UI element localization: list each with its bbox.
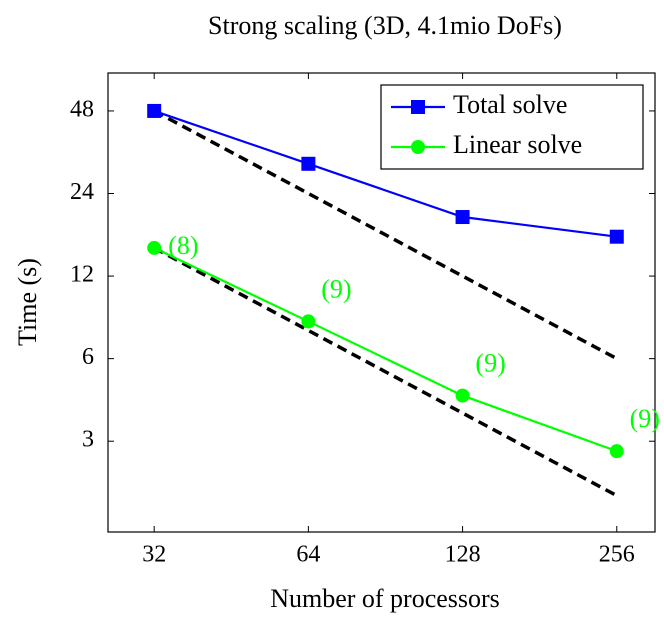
data-point [455,388,470,403]
legend-label: Total solve [453,90,567,119]
point-label: (8) [168,231,198,260]
y-tick-label: 6 [82,344,94,370]
plot-frame [107,72,656,533]
y-tick-label: 24 [70,179,94,205]
x-tick-label: 64 [296,542,320,568]
data-point [301,156,316,171]
legend-marker [411,140,425,154]
data-point [147,240,162,255]
x-axis-label: Number of processors [270,584,500,613]
y-axis-label: Time (s) [13,258,42,346]
reference-line [153,246,618,498]
data-point [609,229,624,244]
x-tick-label: 32 [142,542,166,568]
series-line [153,246,618,453]
legend-marker [411,100,425,114]
reference-line [153,109,618,361]
x-tick-label: 128 [445,542,481,568]
data-point [609,444,624,459]
point-label: (9) [321,274,351,303]
y-tick-label: 48 [70,96,94,122]
data-point [301,314,316,329]
data-point [147,103,162,118]
y-tick-label: 12 [70,262,94,288]
legend-box [380,84,644,170]
chart-title: Strong scaling (3D, 4.1mio DoFs) [208,11,562,40]
series-line [153,109,617,238]
x-tick-label: 256 [599,542,635,568]
data-point [455,210,470,225]
point-label: (9) [630,404,660,433]
y-tick-label: 3 [82,427,94,453]
point-label: (9) [475,349,505,378]
legend-label: Linear solve [453,130,582,159]
